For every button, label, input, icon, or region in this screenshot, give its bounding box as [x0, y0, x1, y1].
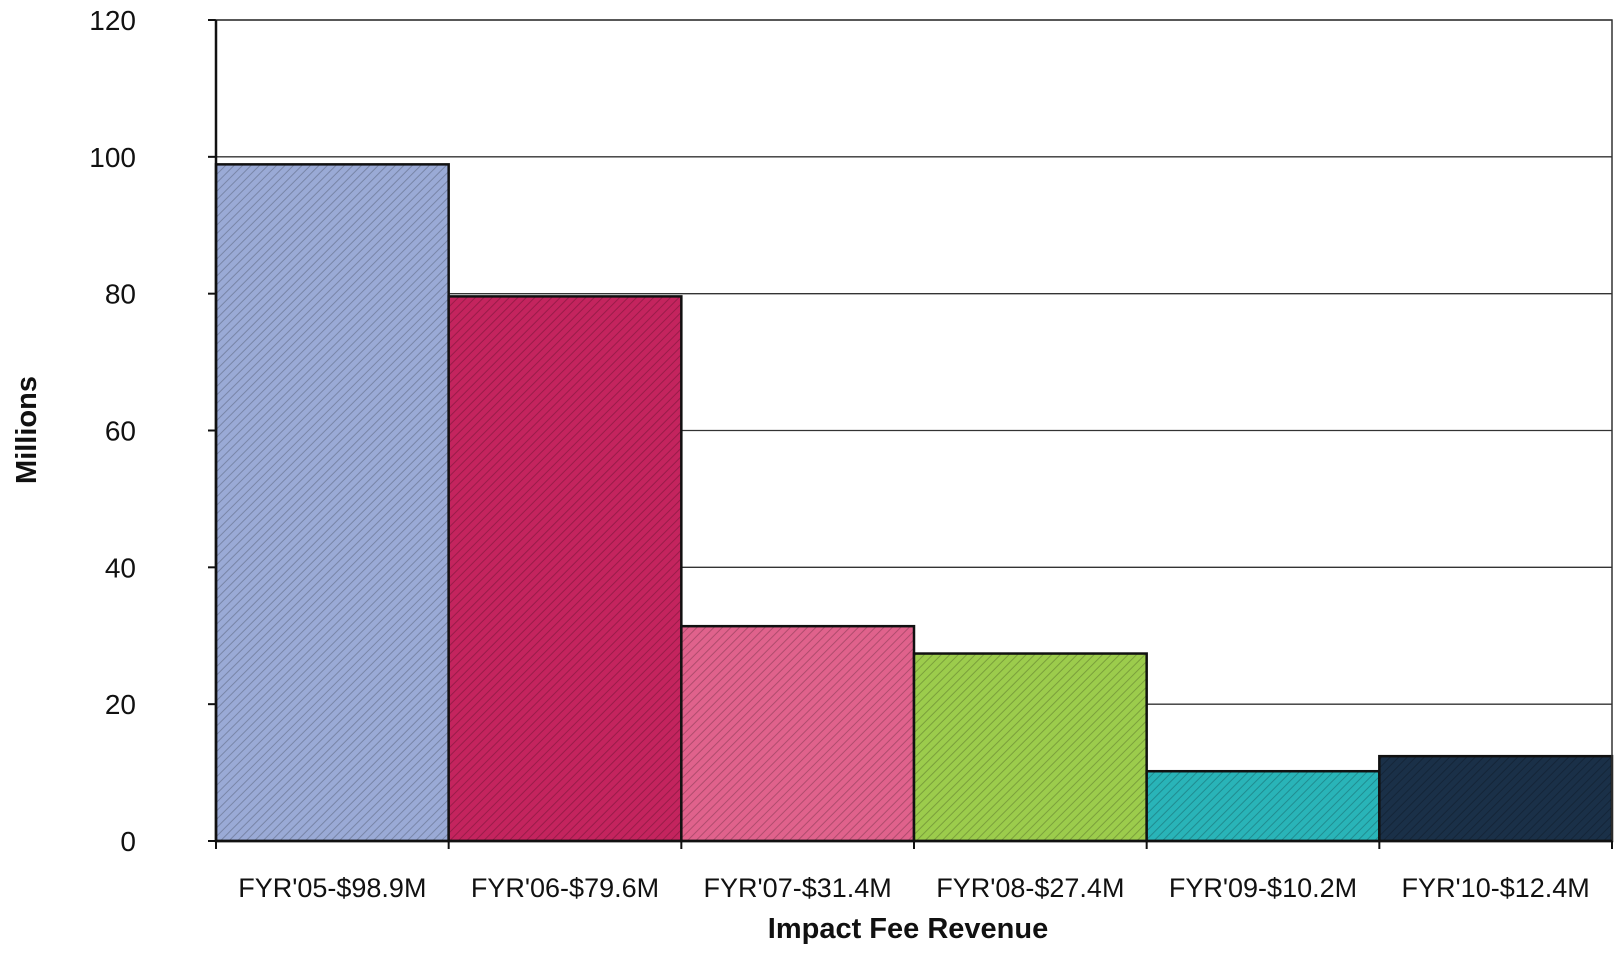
- x-axis-title: Impact Fee Revenue: [768, 913, 1048, 945]
- y-tick-label: 120: [89, 5, 136, 36]
- y-tick-labels: 0 20 40 60 80 100 120: [89, 5, 136, 857]
- y-tick-label: 0: [120, 826, 136, 857]
- bar-6: [1378, 754, 1614, 843]
- y-axis-title: Millions: [11, 376, 43, 484]
- x-category-label: FYR'08-$27.4M: [936, 873, 1124, 903]
- x-category-label: FYR'07-$31.4M: [704, 873, 892, 903]
- bar-4: [912, 652, 1148, 843]
- bars: [214, 163, 1614, 843]
- bar-5: [1145, 769, 1381, 843]
- x-category-label: FYR'09-$10.2M: [1169, 873, 1357, 903]
- x-category-labels: FYR'05-$98.9M FYR'06-$79.6M FYR'07-$31.4M F…: [238, 873, 1590, 903]
- y-tick-label: 40: [105, 552, 136, 583]
- bar-3: [680, 624, 916, 843]
- y-tick-label: 80: [105, 279, 136, 310]
- axes: [208, 19, 1613, 849]
- y-tick-label: 100: [89, 142, 136, 173]
- y-tick-label: 60: [105, 416, 136, 447]
- bar-1: [214, 163, 450, 843]
- x-category-label: FYR'05-$98.9M: [238, 873, 426, 903]
- bar-2: [447, 295, 683, 843]
- x-category-label: FYR'06-$79.6M: [471, 873, 659, 903]
- y-tick-label: 20: [105, 689, 136, 720]
- x-category-label: FYR'10-$12.4M: [1402, 873, 1590, 903]
